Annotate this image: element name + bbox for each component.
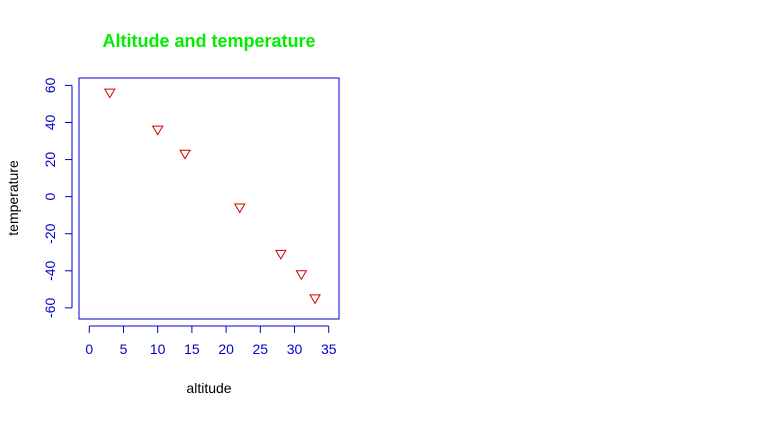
- data-point: [233, 203, 246, 214]
- x-tick-label: 35: [321, 341, 337, 357]
- data-point: [309, 294, 321, 305]
- chart-title: Altitude and temperature: [102, 31, 315, 51]
- y-tick-label: 40: [42, 114, 58, 130]
- x-tick-label: 5: [120, 341, 128, 357]
- x-tick-label: 20: [218, 341, 234, 357]
- y-tick-label: 0: [42, 193, 58, 201]
- y-axis-label: temperature: [5, 160, 21, 236]
- y-tick-label: -40: [42, 260, 58, 280]
- y-tick-label: 20: [42, 152, 58, 168]
- plot-area-frame: [78, 77, 340, 320]
- data-point: [295, 270, 308, 281]
- x-axis-label: altitude: [186, 380, 231, 396]
- y-tick-label: -60: [42, 298, 58, 318]
- data-point: [274, 249, 287, 260]
- x-tick-label: 10: [150, 341, 166, 357]
- y-tick-label: -20: [42, 223, 58, 243]
- x-tick-label: 25: [253, 341, 269, 357]
- x-axis: 0 5 10 15 20 25 30 35: [85, 325, 337, 357]
- y-tick-label: 60: [42, 77, 58, 93]
- x-tick-label: 15: [184, 341, 200, 357]
- x-tick-label: 0: [85, 341, 93, 357]
- data-point: [151, 125, 164, 136]
- data-point: [103, 88, 116, 99]
- data-points: [103, 88, 321, 305]
- data-point: [179, 149, 191, 160]
- x-tick-label: 30: [287, 341, 303, 357]
- y-axis: -60 -40 -20 0 20 40 60: [42, 77, 73, 318]
